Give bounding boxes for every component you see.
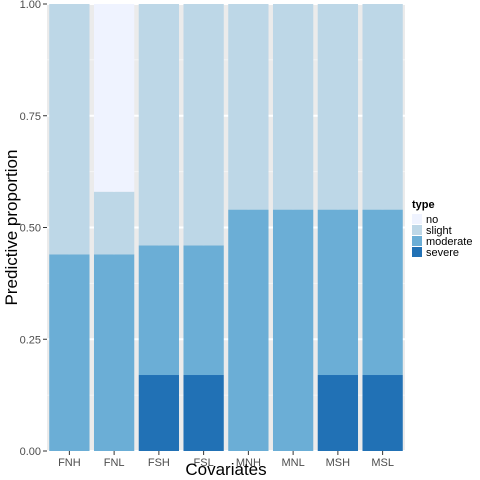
- legend-key-severe: [412, 247, 422, 257]
- bar-fnh-slight: [49, 4, 90, 255]
- x-tick-label-mnl: MNL: [282, 457, 305, 469]
- legend-label-severe: severe: [426, 247, 459, 259]
- bar-fsl-moderate: [183, 245, 224, 376]
- bar-msl-slight: [362, 4, 403, 210]
- y-tick-label: 0.75: [20, 111, 41, 123]
- bar-mnl-slight: [272, 4, 314, 210]
- bar-mnh-slight: [228, 4, 269, 210]
- bar-fsh-moderate: [138, 245, 180, 376]
- bar-msh-moderate: [317, 209, 359, 376]
- bar-fnl-slight: [93, 191, 135, 255]
- bar-mnl-moderate: [272, 209, 314, 451]
- y-axis-title: Predictive proportion: [2, 150, 21, 306]
- legend-key-moderate: [412, 236, 422, 246]
- x-tick-label-mnh: MNH: [236, 457, 261, 469]
- legend-title: type: [412, 199, 435, 211]
- x-axis-ticks: FNH FNL FSH FSL MNH MNL MSH MSL: [58, 451, 394, 469]
- bar-fnl-moderate: [93, 254, 135, 451]
- y-tick-label: 1.00: [20, 0, 41, 11]
- bars-group: [49, 4, 403, 451]
- bar-msh-severe: [317, 375, 359, 451]
- bar-fnl-no: [93, 4, 135, 192]
- bar-msl-severe: [362, 375, 403, 451]
- bar-fsh-severe: [138, 375, 180, 451]
- x-axis-title: Covariates: [185, 460, 266, 479]
- x-tick-label-msl: MSL: [371, 457, 394, 469]
- y-tick-label: 0.50: [20, 223, 41, 235]
- legend-label-slight: slight: [426, 225, 452, 237]
- bar-fnh-moderate: [49, 254, 90, 451]
- legend-label-no: no: [426, 214, 438, 226]
- x-tick-label-fsl: FSL: [194, 457, 214, 469]
- bar-msh-slight: [317, 4, 359, 210]
- bar-msl-moderate: [362, 209, 403, 376]
- bar-fsl-severe: [183, 375, 224, 451]
- legend-label-moderate: moderate: [426, 236, 472, 248]
- bar-mnh-moderate: [228, 209, 269, 451]
- x-tick-label-fsh: FSH: [148, 457, 170, 469]
- bar-fsh-slight: [138, 4, 180, 246]
- x-tick-label-msh: MSH: [326, 457, 351, 469]
- legend-key-no: [412, 214, 422, 224]
- y-tick-label: 0.25: [20, 334, 41, 346]
- x-tick-label-fnl: FNL: [104, 457, 125, 469]
- x-tick-label-fnh: FNH: [58, 457, 81, 469]
- legend-key-slight: [412, 225, 422, 235]
- y-tick-label: 0.00: [20, 446, 41, 458]
- y-axis-ticks: 0.00 0.25 0.50 0.75 1.00: [20, 0, 47, 458]
- bar-fsl-slight: [183, 4, 224, 246]
